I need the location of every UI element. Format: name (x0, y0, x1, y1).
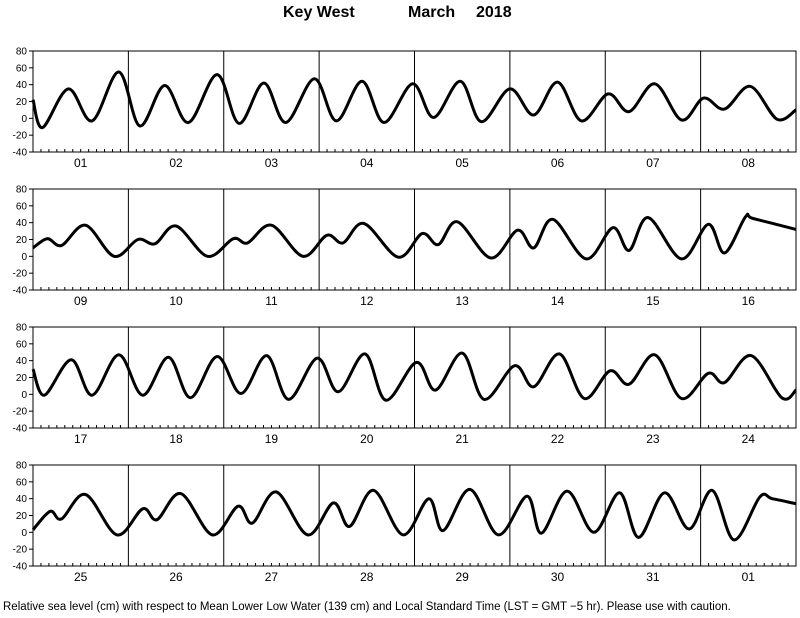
day-label: 01 (742, 570, 756, 584)
day-label: 27 (265, 570, 279, 584)
day-label: 20 (360, 432, 374, 446)
day-label: 03 (265, 156, 279, 170)
day-label: 30 (551, 570, 565, 584)
y-tick-label: 60 (16, 63, 28, 74)
y-tick-label: 80 (16, 323, 28, 334)
day-label: 31 (646, 570, 660, 584)
y-tick-label: 40 (16, 356, 28, 367)
y-tick-label: 0 (21, 114, 27, 125)
day-label: 17 (74, 432, 88, 446)
day-label: 05 (456, 156, 470, 170)
title-month: March (408, 4, 456, 21)
tide-curve (32, 212, 797, 261)
y-tick-label: -40 (13, 286, 28, 297)
y-tick-label: 20 (16, 373, 28, 384)
y-tick-label: 60 (16, 201, 28, 212)
y-tick-label: 0 (21, 252, 27, 263)
y-tick-label: 20 (16, 511, 28, 522)
y-tick-label: 40 (16, 218, 28, 229)
day-label: 29 (456, 570, 470, 584)
day-label: 18 (169, 432, 183, 446)
y-tick-label: 40 (16, 80, 28, 91)
y-tick-label: -40 (13, 148, 28, 159)
day-label: 23 (646, 432, 660, 446)
y-tick-label: 20 (16, 97, 28, 108)
y-tick-label: -20 (13, 545, 28, 556)
y-tick-label: 60 (16, 339, 28, 350)
day-label: 12 (360, 294, 374, 308)
day-label: 24 (742, 432, 756, 446)
day-label: 02 (169, 156, 183, 170)
tide-curve (31, 351, 798, 402)
y-tick-label: -20 (13, 131, 28, 142)
day-label: 19 (265, 432, 279, 446)
y-tick-label: 40 (16, 494, 28, 505)
y-tick-label: -40 (13, 562, 28, 573)
day-label: 10 (169, 294, 183, 308)
title-station: Key West (283, 4, 355, 21)
day-label: 04 (360, 156, 374, 170)
y-tick-label: -40 (13, 424, 28, 435)
footnote: Relative sea level (cm) with respect to … (3, 601, 731, 613)
day-label: 26 (169, 570, 183, 584)
day-label: 01 (74, 156, 88, 170)
y-tick-label: 0 (21, 390, 27, 401)
y-tick-label: 80 (16, 47, 28, 58)
day-label: 28 (360, 570, 374, 584)
tide-curve (31, 487, 797, 542)
day-label: 07 (646, 156, 660, 170)
day-label: 09 (74, 294, 88, 308)
y-tick-label: -20 (13, 407, 28, 418)
y-tick-label: 60 (16, 477, 28, 488)
day-label: 15 (646, 294, 660, 308)
day-label: 22 (551, 432, 565, 446)
tide-curve (31, 70, 797, 130)
day-label: 11 (265, 294, 278, 308)
day-label: 06 (551, 156, 565, 170)
day-label: 25 (74, 570, 88, 584)
day-label: 13 (456, 294, 470, 308)
y-tick-label: 0 (21, 528, 27, 539)
y-tick-label: -20 (13, 269, 28, 280)
day-label: 21 (456, 432, 470, 446)
y-tick-label: 80 (16, 185, 28, 196)
y-tick-label: 20 (16, 235, 28, 246)
day-label: 08 (742, 156, 756, 170)
day-label: 16 (742, 294, 756, 308)
day-label: 14 (551, 294, 565, 308)
chart-title: Key West March 2018 (0, 4, 800, 28)
title-year: 2018 (476, 4, 512, 21)
y-tick-label: 80 (16, 461, 28, 472)
